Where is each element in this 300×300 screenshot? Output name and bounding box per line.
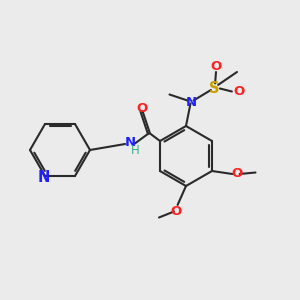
- Text: O: O: [136, 101, 148, 115]
- Text: O: O: [231, 167, 242, 180]
- Text: O: O: [171, 205, 182, 218]
- Text: N: N: [185, 95, 197, 109]
- Text: S: S: [209, 81, 220, 96]
- Text: N: N: [37, 170, 50, 185]
- Text: N: N: [125, 136, 136, 149]
- Text: H: H: [130, 144, 140, 157]
- Text: O: O: [210, 59, 222, 73]
- Text: O: O: [233, 85, 244, 98]
